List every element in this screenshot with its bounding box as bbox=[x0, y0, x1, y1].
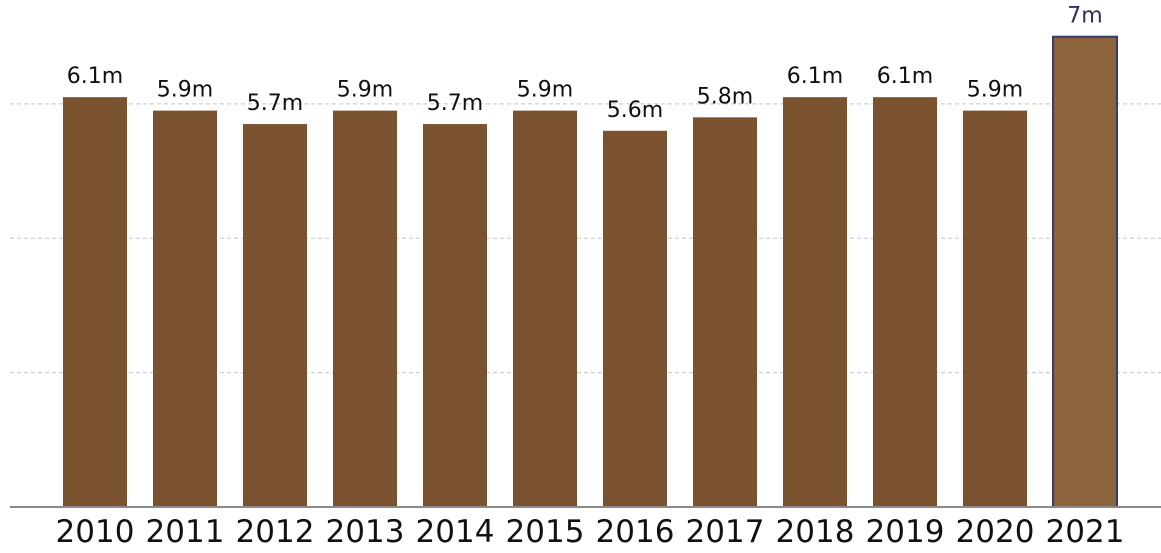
x-tick-2012: 2012 bbox=[236, 514, 315, 549]
x-tick-2019: 2019 bbox=[866, 514, 945, 549]
x-tick-2015: 2015 bbox=[506, 514, 585, 549]
value-label-2015: 5.9m bbox=[517, 78, 573, 103]
x-tick-2011: 2011 bbox=[146, 514, 225, 549]
tick-label-layer: 2010 2011 2012 2013 2014 2015 2016 2017 2018 2019… bbox=[56, 514, 1125, 550]
bar-2012 bbox=[243, 124, 307, 507]
bar-2019 bbox=[873, 97, 937, 507]
bar-2015 bbox=[513, 110, 577, 507]
value-label-2011: 5.9m bbox=[157, 78, 213, 103]
bar-2020 bbox=[963, 110, 1027, 507]
value-label-2020: 5.9m bbox=[967, 78, 1023, 103]
value-label-2012: 5.7m bbox=[247, 91, 303, 116]
x-tick-2021: 2021 bbox=[1046, 514, 1125, 549]
value-label-2013: 5.9m bbox=[337, 78, 393, 103]
x-tick-2017: 2017 bbox=[686, 514, 765, 549]
value-label-2018: 6.1m bbox=[787, 64, 843, 89]
bar-layer bbox=[63, 35, 1118, 508]
value-label-2010: 6.1m bbox=[67, 64, 123, 89]
bar-2011 bbox=[153, 110, 217, 507]
value-label-layer: 6.1m 5.9m 5.7m 5.9m 5.7m 5.9m 5.6m 5.8m 6.1m 6.1m… bbox=[67, 4, 1103, 123]
x-tick-2016: 2016 bbox=[596, 514, 675, 549]
x-tick-2014: 2014 bbox=[416, 514, 495, 549]
x-tick-2020: 2020 bbox=[956, 514, 1035, 549]
bar-2017 bbox=[693, 117, 757, 508]
x-tick-2018: 2018 bbox=[776, 514, 855, 549]
bar-2016 bbox=[603, 130, 667, 507]
x-tick-2010: 2010 bbox=[56, 514, 135, 549]
bar-2010 bbox=[63, 97, 127, 507]
value-label-2019: 6.1m bbox=[877, 64, 933, 89]
value-label-2017: 5.8m bbox=[697, 84, 753, 109]
value-label-2016: 5.6m bbox=[607, 98, 663, 123]
value-label-2021: 7m bbox=[1067, 4, 1102, 29]
bar-2014 bbox=[423, 124, 487, 507]
x-tick-2013: 2013 bbox=[326, 514, 405, 549]
value-label-2014: 5.7m bbox=[427, 91, 483, 116]
bar-2013 bbox=[333, 110, 397, 507]
bar-2021 bbox=[1052, 35, 1118, 508]
bar-2018 bbox=[783, 97, 847, 507]
